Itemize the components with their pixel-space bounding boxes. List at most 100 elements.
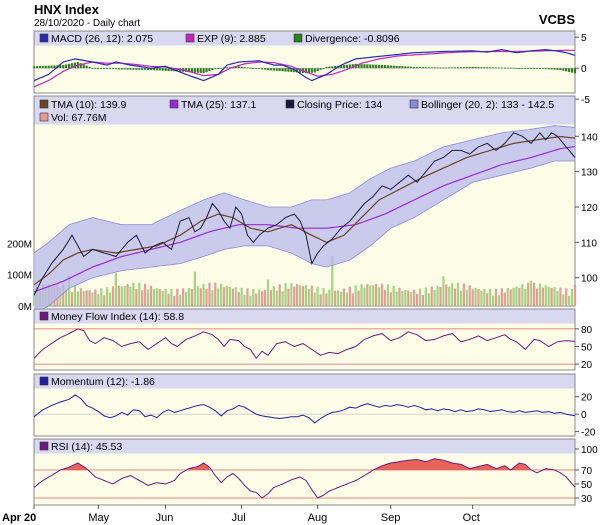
price-legend-label-3: Bollinger (20, 2): 133 - 142.5 [421, 99, 554, 111]
volume-bar [176, 288, 179, 306]
macd-divergence-bar [541, 68, 544, 69]
volume-bar [404, 290, 407, 306]
macd-divergence-bar [100, 68, 103, 69]
macd-divergence-bar [284, 68, 287, 72]
macd-divergence-bar [132, 68, 135, 70]
volume-bar [512, 287, 515, 306]
x-tick-label-0: Apr 20 [2, 512, 36, 524]
macd-divergence-bar [260, 68, 264, 70]
volume-bar [284, 283, 287, 306]
macd-divergence-bar [535, 68, 539, 69]
macd-divergence-bar [32, 66, 36, 69]
volume-bar [65, 290, 68, 306]
volume-bar [129, 287, 132, 306]
volume-bar [82, 291, 85, 306]
volume-bar [351, 293, 354, 306]
macd-divergence-bar [506, 67, 509, 69]
volume-bar [205, 289, 208, 306]
rsi-ytick-label-2: 50 [581, 480, 593, 491]
volume-bar [161, 291, 164, 306]
macd-divergence-bar [141, 68, 144, 70]
volume-bar [389, 292, 392, 306]
volume-bar [325, 293, 328, 306]
macd-divergence-bar [328, 66, 331, 69]
mfi-ytick-label-2: 20 [581, 360, 593, 371]
volume-bar [392, 285, 395, 306]
volume-bar [322, 288, 325, 306]
macd-divergence-bar [237, 66, 240, 69]
volume-bar [342, 288, 346, 306]
macd-divergence-bar [383, 65, 387, 69]
volume-bar [211, 290, 214, 306]
macd-divergence-bar [246, 67, 249, 69]
volume-bar [462, 283, 465, 306]
volume-ytick-label-0: 200M [7, 239, 32, 250]
macd-divergence-bar [225, 67, 229, 69]
volume-bar [155, 288, 158, 306]
macd-divergence-bar [304, 68, 308, 74]
volume-bar [360, 284, 363, 306]
macd-divergence-bar [319, 68, 322, 70]
macd-divergence-bar [454, 67, 457, 69]
macd-divergence-bar [331, 66, 334, 69]
volume-bar [436, 285, 439, 306]
macd-divergence-bar [489, 67, 492, 69]
macd-divergence-bar [497, 67, 501, 69]
volume-bar [439, 286, 442, 306]
volume-bar [76, 291, 79, 306]
macd-divergence-bar [530, 68, 533, 69]
volume-bar [427, 293, 430, 306]
volume-bar [164, 288, 167, 306]
volume-bar [182, 288, 185, 306]
volume-bar [386, 284, 389, 306]
macd-divergence-bar [79, 63, 82, 69]
macd-divergence-bar [456, 67, 460, 69]
macd-divergence-bar [35, 66, 39, 69]
macd-divergence-bar [152, 68, 155, 71]
price-legend-swatch-3 [409, 99, 419, 109]
macd-divergence-bar [401, 66, 404, 69]
volume-bar [228, 286, 232, 306]
volume-bar [541, 287, 544, 306]
macd-divergence-bar [372, 64, 375, 69]
macd-divergence-bar [565, 68, 568, 72]
macd-divergence-bar [275, 68, 278, 71]
macd-divergence-bar [293, 68, 296, 73]
volume-bar [237, 291, 240, 306]
volume-bar [354, 285, 357, 306]
volume-bar [304, 285, 308, 306]
volume-bar [106, 287, 109, 306]
volume-bar [266, 279, 270, 306]
macd-divergence-bar [459, 67, 463, 69]
rsi-legend-swatch-0 [39, 441, 49, 451]
macd-divergence-bar [524, 68, 527, 69]
volume-bar [108, 292, 112, 306]
volume-ytick-label-2: 0M [18, 302, 32, 313]
macd-divergence-bar [146, 68, 150, 70]
x-tick-label-6: Oct [463, 512, 480, 524]
macd-divergence-bar [38, 66, 41, 69]
volume-bar [524, 288, 527, 306]
macd-divergence-bar [167, 68, 170, 71]
volume-bar [515, 286, 518, 306]
macd-divergence-bar [73, 62, 77, 69]
macd-divergence-bar [559, 68, 562, 71]
volume-bar [454, 288, 457, 306]
volume-bar [471, 289, 474, 306]
macd-divergence-bar [255, 68, 258, 69]
macd-divergence-bar [468, 67, 471, 69]
macd-divergence-bar [386, 65, 389, 69]
volume-bar [132, 282, 135, 306]
macd-divergence-bar [234, 66, 237, 69]
price-ytick-label-0: 140 [581, 132, 598, 143]
macd-divergence-bar [263, 68, 267, 70]
macd-divergence-bar [345, 64, 349, 69]
volume-bar [91, 292, 94, 306]
macd-divergence-bar [59, 65, 62, 69]
macd-legend-swatch-0 [39, 33, 49, 43]
volume-bar [62, 283, 65, 306]
volume-bar [494, 288, 498, 306]
macd-divergence-bar [199, 68, 202, 73]
macd-divergence-bar [492, 67, 495, 69]
macd-divergence-bar [111, 68, 115, 70]
